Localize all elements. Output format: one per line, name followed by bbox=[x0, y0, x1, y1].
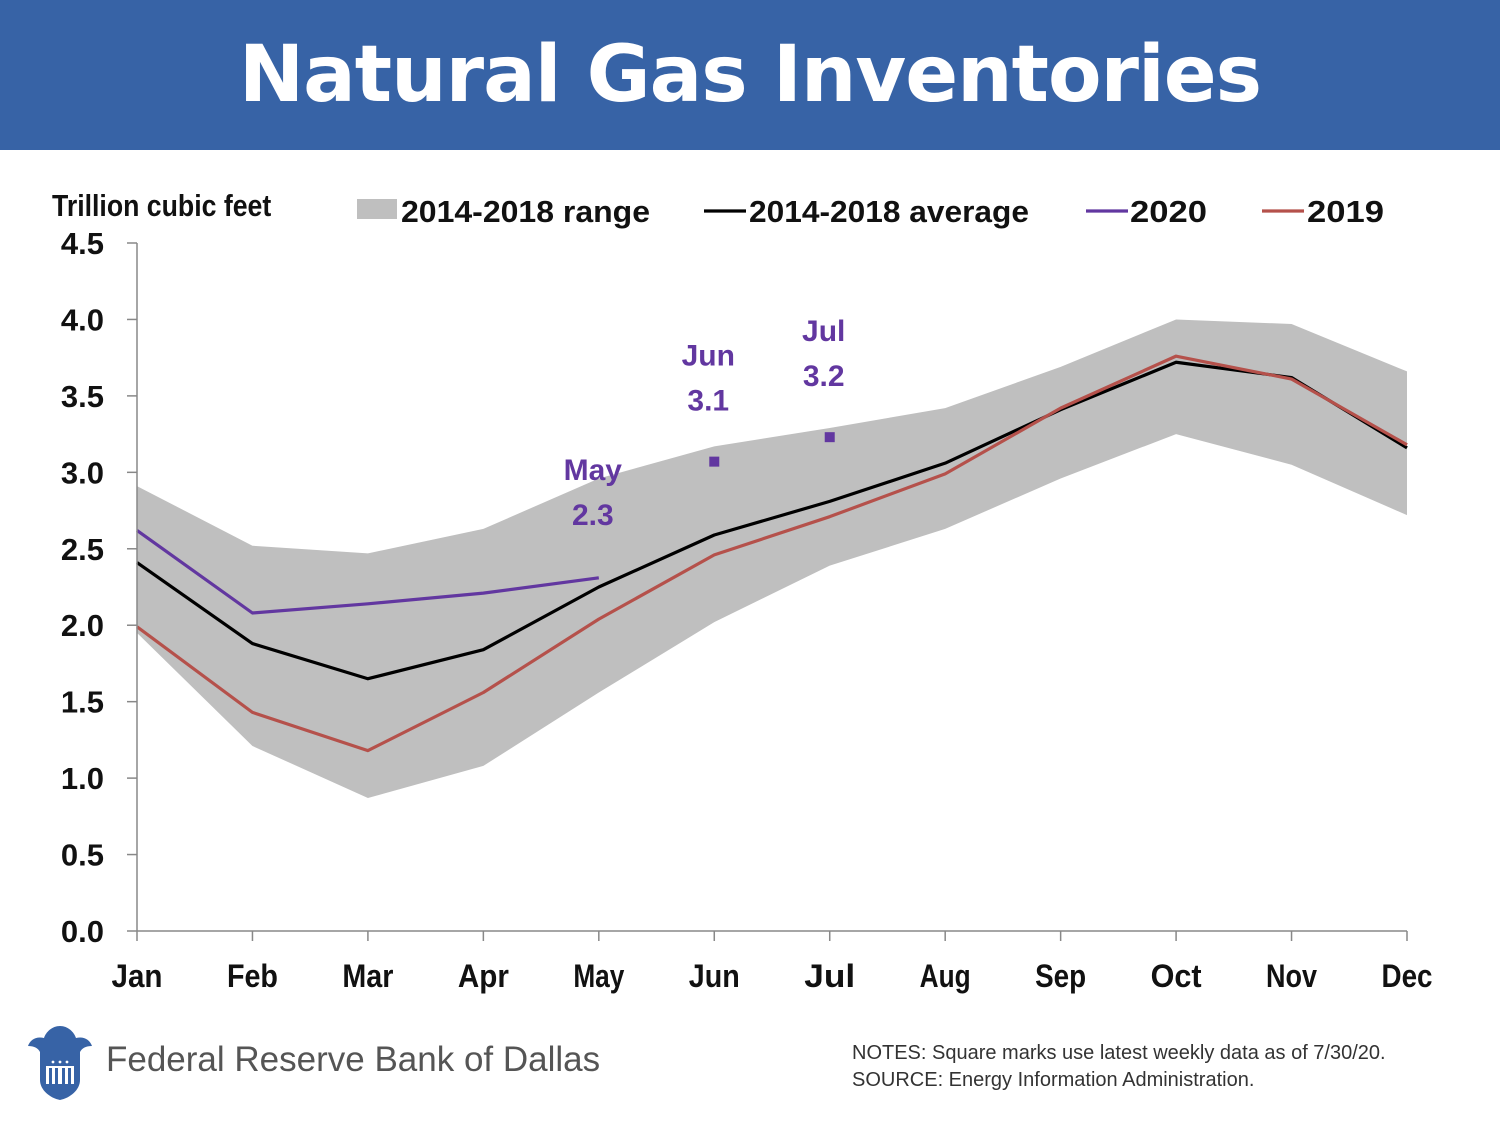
y-axis-title: Trillion cubic feet bbox=[52, 188, 272, 223]
latest-point-mark bbox=[709, 456, 720, 467]
x-tick-label: Jan bbox=[112, 958, 163, 994]
y-tick-label: 3.0 bbox=[61, 455, 104, 490]
x-tick-label: Sep bbox=[1035, 958, 1086, 994]
x-tick-label: Mar bbox=[342, 958, 393, 994]
legend-label-2019: 2019 bbox=[1307, 194, 1384, 229]
x-tick-label: Jul bbox=[804, 958, 855, 994]
federal-reserve-seal-icon bbox=[28, 1026, 92, 1100]
legend-label-2014-2018-average: 2014-2018 average bbox=[749, 194, 1029, 229]
legend-label-2020: 2020 bbox=[1130, 194, 1207, 229]
y-tick-label: 2.5 bbox=[61, 532, 104, 567]
legend: 2014-2018 range 2014-2018 average 2020 2019 bbox=[357, 194, 1384, 229]
y-tick-label: 2.0 bbox=[61, 608, 104, 643]
x-tick-label: Oct bbox=[1151, 958, 1202, 994]
x-tick-label: May bbox=[573, 958, 624, 994]
x-tick-label: Dec bbox=[1382, 958, 1433, 994]
x-tick-label: Feb bbox=[227, 958, 278, 994]
series-line-2019 bbox=[136, 354, 1408, 753]
annotation-value: 3.1 bbox=[687, 384, 729, 417]
x-tick-label: Apr bbox=[458, 958, 509, 994]
org-name: Federal Reserve Bank of Dallas bbox=[106, 1040, 601, 1079]
y-tick-label: 4.0 bbox=[61, 302, 104, 337]
y-tick-label: 1.5 bbox=[61, 685, 104, 720]
series-line-2020 bbox=[136, 529, 600, 615]
series-line-2014-2018-average bbox=[136, 360, 1408, 681]
x-tick-label: Jun bbox=[689, 958, 740, 994]
y-tick-label: 3.5 bbox=[61, 379, 104, 414]
annotation-value: 3.2 bbox=[803, 360, 845, 393]
notes-text: NOTES: Square marks use latest weekly da… bbox=[852, 1042, 1386, 1064]
inventory-chart: 2014-2018 range 2014-2018 average 2020 2019… bbox=[61, 194, 1433, 994]
annotation-month: May bbox=[564, 454, 623, 487]
page-title: Natural Gas Inventories bbox=[238, 30, 1262, 120]
latest-point-mark bbox=[824, 432, 835, 443]
notes-block: NOTES: Square marks use latest weekly da… bbox=[852, 1040, 1386, 1094]
range-band bbox=[137, 319, 1407, 798]
x-tick-label: Aug bbox=[920, 958, 971, 994]
annotation-month: Jun bbox=[682, 339, 735, 372]
y-tick-label: 0.5 bbox=[61, 838, 104, 873]
y-tick-label: 1.0 bbox=[61, 761, 104, 796]
legend-swatch-range bbox=[357, 199, 397, 219]
legend-label-range: 2014-2018 range bbox=[401, 194, 650, 229]
source-text: SOURCE: Energy Information Administratio… bbox=[852, 1069, 1255, 1091]
title-banner: Natural Gas Inventories bbox=[0, 0, 1500, 150]
annotation-month: Jul bbox=[802, 315, 845, 348]
y-tick-label: 4.5 bbox=[61, 226, 104, 261]
annotation-value: 2.3 bbox=[572, 499, 614, 532]
y-tick-label: 0.0 bbox=[61, 914, 104, 949]
x-tick-label: Nov bbox=[1266, 958, 1317, 994]
